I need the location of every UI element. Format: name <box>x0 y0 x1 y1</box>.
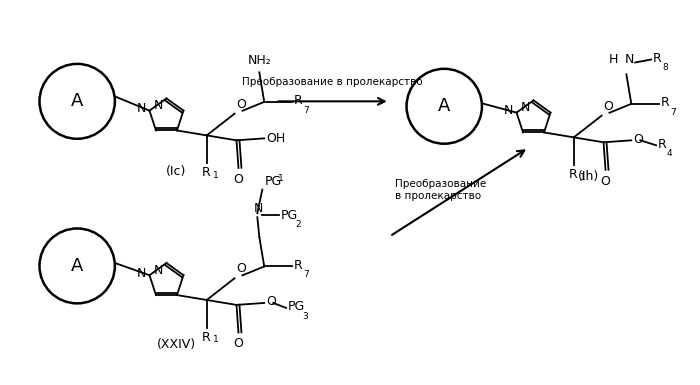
Text: 1: 1 <box>278 174 284 183</box>
Text: N: N <box>504 104 514 117</box>
Text: NH₂: NH₂ <box>247 54 271 67</box>
Text: PG: PG <box>288 300 305 313</box>
Text: Преобразование
в пролекарство: Преобразование в пролекарство <box>395 179 486 201</box>
Text: O: O <box>634 133 643 146</box>
Text: 8: 8 <box>662 64 668 72</box>
Text: R: R <box>653 52 662 65</box>
Text: 1: 1 <box>213 335 218 345</box>
Text: R: R <box>202 166 210 179</box>
Text: R: R <box>568 168 578 181</box>
Text: N: N <box>624 54 634 66</box>
Text: N: N <box>154 99 164 112</box>
Text: R: R <box>661 96 670 109</box>
Text: 7: 7 <box>303 270 309 280</box>
Text: Преобразование в пролекарство: Преобразование в пролекарство <box>241 77 423 87</box>
Text: R: R <box>202 331 210 343</box>
Text: N: N <box>137 102 146 115</box>
Text: O: O <box>237 98 246 111</box>
Text: 4: 4 <box>667 149 673 158</box>
Text: R: R <box>658 138 667 151</box>
Text: H: H <box>609 54 618 66</box>
Text: 7: 7 <box>670 108 676 117</box>
Text: (XXIV): (XXIV) <box>157 338 196 351</box>
Text: O: O <box>237 262 246 275</box>
Text: OH: OH <box>266 132 286 145</box>
Text: 3: 3 <box>302 312 308 321</box>
Text: N: N <box>253 202 263 215</box>
Text: 1: 1 <box>580 173 585 182</box>
Text: (Ih): (Ih) <box>578 170 598 183</box>
Text: PG: PG <box>281 209 298 222</box>
Text: N: N <box>522 101 531 114</box>
Text: 7: 7 <box>303 106 309 115</box>
Text: A: A <box>71 92 83 110</box>
Text: A: A <box>438 97 450 115</box>
Text: O: O <box>234 173 244 186</box>
Text: O: O <box>266 295 276 308</box>
Text: 1: 1 <box>213 171 218 180</box>
Text: PG: PG <box>265 175 281 187</box>
Text: A: A <box>71 257 83 275</box>
Text: O: O <box>603 100 613 113</box>
Text: (Ic): (Ic) <box>166 166 187 178</box>
Text: R: R <box>294 94 303 107</box>
Text: 2: 2 <box>295 220 300 229</box>
Text: O: O <box>601 175 610 188</box>
Text: N: N <box>137 267 146 280</box>
Text: O: O <box>234 337 244 350</box>
Text: R: R <box>294 259 303 272</box>
Text: N: N <box>154 264 164 277</box>
